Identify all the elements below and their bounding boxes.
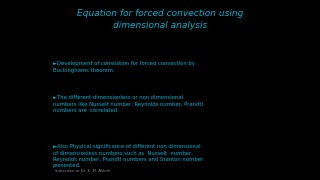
Text: ►Also Physical significance of different non dimensional
of dimensionless number: ►Also Physical significance of different… [52, 144, 203, 168]
Text: ►Development of correlation for forced convection by
Buckinghams theorem.: ►Development of correlation for forced c… [52, 61, 195, 73]
Text: Equation for forced convection using
dimensional analysis: Equation for forced convection using dim… [77, 9, 243, 30]
Text: Subscribe to Dr. K. M. Akkoli: Subscribe to Dr. K. M. Akkoli [55, 169, 110, 173]
Text: ►The different dimensionless or non dimensional
numbers like Nusselt number, Rey: ►The different dimensionless or non dime… [52, 95, 203, 113]
